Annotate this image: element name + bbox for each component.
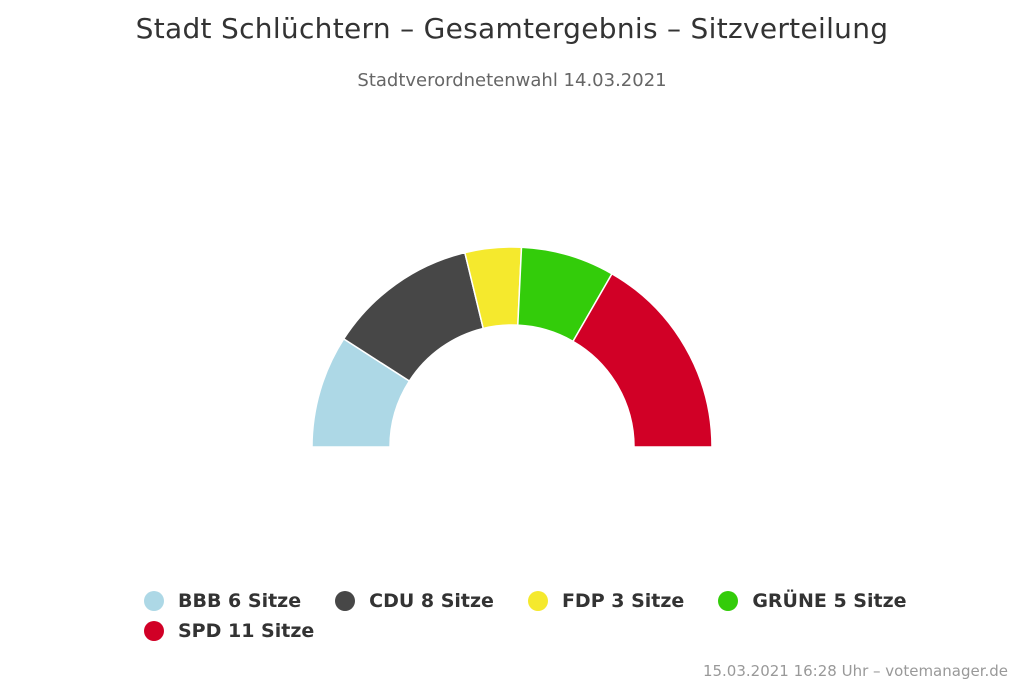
legend-label-bbb: BBB 6 Sitze: [178, 590, 302, 612]
chart-subtitle: Stadtverordnetenwahl 14.03.2021: [357, 70, 667, 91]
legend-label-fdp: FDP 3 Sitze: [561, 590, 685, 612]
legend-label-gruene: GRÜNE 5 Sitze: [752, 590, 907, 612]
chart-legend: BBB 6 Sitze CDU 8 Sitze FDP 3 Sitze GRÜN…: [144, 586, 924, 646]
legend-marker-fdp: [527, 591, 548, 611]
legend-label-cdu: CDU 8 Sitze: [369, 590, 494, 612]
legend-marker-spd: [144, 621, 164, 641]
legend-item-fdp[interactable]: FDP 3 Sitze: [527, 590, 685, 612]
legend-marker-bbb: [144, 591, 164, 611]
legend-item-bbb[interactable]: BBB 6 Sitze: [144, 590, 301, 612]
credits-text[interactable]: 15.03.2021 16:28 Uhr – votemanager.de: [702, 662, 1008, 680]
legend-item-gruene[interactable]: GRÜNE 5 Sitze: [718, 590, 907, 612]
legend-row: SPD 11 Sitze: [144, 616, 924, 646]
chart-title: Stadt Schlüchtern – Gesamtergebnis – Sit…: [135, 12, 889, 45]
legend-label-spd: SPD 11 Sitze: [178, 620, 315, 642]
legend-item-cdu[interactable]: CDU 8 Sitze: [335, 590, 494, 612]
legend-row: BBB 6 Sitze CDU 8 Sitze FDP 3 Sitze GRÜN…: [144, 586, 924, 616]
chart-slices: [311, 246, 713, 448]
legend-marker-cdu: [335, 591, 356, 611]
legend-item-spd[interactable]: SPD 11 Sitze: [144, 620, 314, 642]
slice-spd[interactable]: [571, 272, 713, 448]
legend-marker-gruene: [718, 591, 739, 611]
